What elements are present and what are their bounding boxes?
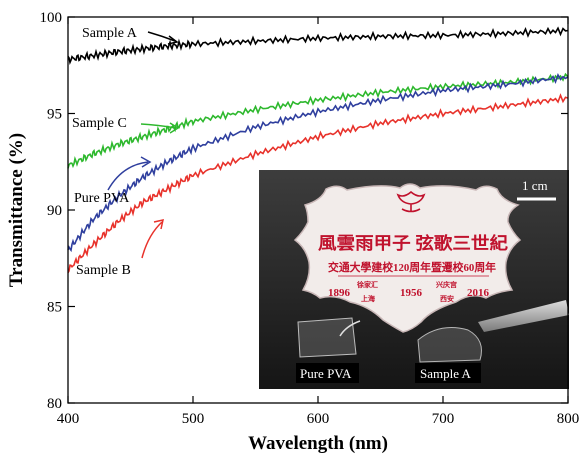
badge-year-2: 1956: [400, 287, 423, 299]
series-label-pure-pva: Pure PVA: [74, 191, 130, 206]
badge-year-1: 1896: [328, 287, 351, 299]
pure-pva-film: [297, 317, 357, 358]
badge-place-1: 徐家汇: [356, 280, 378, 289]
badge-place-4: 西安: [440, 294, 454, 303]
film-curl: [339, 320, 361, 337]
scale-bar-label: 1 cm: [522, 178, 548, 193]
sample-a-caption: Sample A: [420, 366, 472, 381]
arrow-sample-b: [141, 221, 163, 259]
x-tick-label: 500: [182, 411, 205, 427]
series-label-sample-a: Sample A: [82, 26, 138, 41]
arrow-sample-a: [147, 31, 176, 42]
arrowhead-pure-pva: [140, 156, 152, 168]
label-arrows: [107, 31, 180, 259]
series-label-sample-c: Sample C: [72, 116, 127, 131]
x-tick-label: 600: [307, 411, 330, 427]
series-layer: [67, 26, 569, 274]
badge-year-3: 2016: [467, 287, 490, 299]
commemorative-badge: 風雲雨甲子 弦歌三世紀 交通大學建校120周年暨遷校60周年 1896 1956…: [293, 183, 522, 333]
badge-motto: 風雲雨甲子 弦歌三世紀: [318, 233, 508, 253]
pure-pva-caption: Pure PVA: [300, 366, 352, 381]
x-tick-label: 700: [432, 411, 455, 427]
series-line-sample-b: [67, 93, 569, 274]
series-line-sample-a: [67, 26, 569, 65]
inset-photo: 1 cm 風雲雨甲子 弦歌三世紀 交通大學建校120周年暨遷校60周年 1896…: [259, 170, 569, 389]
arrowhead-sample-c: [169, 122, 180, 134]
arrow-pure-pva: [107, 161, 149, 191]
badge-body: [293, 183, 522, 333]
arrow-sample-c: [140, 123, 177, 129]
pure-pva-caption-box: [296, 363, 359, 383]
badge-place-3: 兴庆宫: [436, 280, 457, 289]
sample-a-film: [417, 327, 482, 363]
y-axis-title: Transmittance (%): [6, 133, 27, 287]
series-label-sample-b: Sample B: [76, 263, 131, 278]
badge-anniversary: 交通大學建校120周年暨遷校60周年: [328, 260, 496, 274]
series-line-sample-c: [67, 72, 569, 169]
y-tick-label: 80: [47, 396, 62, 412]
y-tick-label: 90: [47, 203, 62, 219]
y-tick-label: 95: [47, 107, 62, 123]
y-tick-label: 85: [47, 300, 62, 316]
plot-frame: [67, 16, 569, 404]
tweezers: [478, 300, 569, 332]
scale-bar: 1 cm: [517, 178, 556, 201]
series-line-pure-pva: [67, 72, 569, 253]
badge-place-2: 上海: [361, 294, 375, 303]
sample-a-caption-box: [415, 363, 481, 383]
x-tick-label: 400: [57, 411, 80, 427]
arrowhead-sample-a: [167, 35, 179, 45]
x-axis-title: Wavelength (nm): [248, 433, 388, 454]
badge-emblem: [396, 190, 426, 213]
arrowhead-sample-b: [153, 219, 164, 230]
x-tick-label: 800: [557, 411, 580, 427]
y-tick-label: 100: [40, 10, 63, 26]
